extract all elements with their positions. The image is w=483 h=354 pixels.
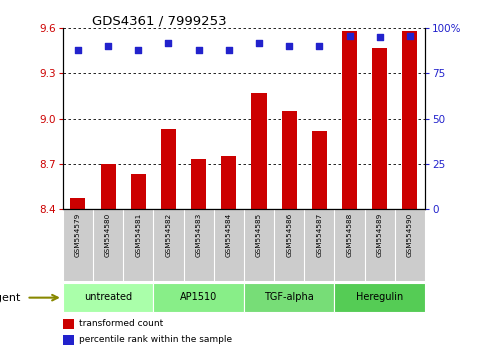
- Text: GSM554590: GSM554590: [407, 213, 413, 257]
- Bar: [221, 156, 236, 209]
- Bar: [131, 174, 146, 209]
- Text: Heregulin: Heregulin: [356, 292, 403, 302]
- Text: GSM554580: GSM554580: [105, 213, 111, 257]
- Text: percentile rank within the sample: percentile rank within the sample: [79, 335, 232, 344]
- Point: [315, 44, 323, 49]
- Point: [346, 33, 354, 38]
- Bar: [154, 283, 244, 313]
- Point: [406, 33, 414, 38]
- Bar: [312, 131, 327, 209]
- Point: [255, 40, 263, 46]
- Bar: [342, 32, 357, 209]
- Text: GSM554585: GSM554585: [256, 213, 262, 257]
- Text: AP1510: AP1510: [180, 292, 217, 302]
- Text: TGF-alpha: TGF-alpha: [264, 292, 314, 302]
- Text: GSM554584: GSM554584: [226, 213, 232, 257]
- Text: GSM554586: GSM554586: [286, 213, 292, 257]
- Text: GSM554579: GSM554579: [75, 213, 81, 257]
- Bar: [63, 283, 154, 313]
- Bar: [71, 199, 85, 209]
- Bar: [252, 93, 267, 209]
- Text: agent: agent: [0, 293, 20, 303]
- Text: GSM554587: GSM554587: [316, 213, 322, 257]
- Text: GSM554582: GSM554582: [166, 213, 171, 257]
- Text: GSM554588: GSM554588: [347, 213, 353, 257]
- Point: [165, 40, 172, 46]
- Point: [195, 47, 202, 53]
- Point: [104, 44, 112, 49]
- Bar: [63, 336, 73, 345]
- Bar: [161, 129, 176, 209]
- Point: [376, 35, 384, 40]
- Bar: [402, 32, 417, 209]
- Text: transformed count: transformed count: [79, 319, 163, 328]
- Point: [285, 44, 293, 49]
- Point: [225, 47, 233, 53]
- Bar: [334, 283, 425, 313]
- Bar: [63, 319, 73, 329]
- Text: GSM554589: GSM554589: [377, 213, 383, 257]
- Text: GDS4361 / 7999253: GDS4361 / 7999253: [92, 14, 227, 27]
- Bar: [100, 164, 115, 209]
- Text: GSM554583: GSM554583: [196, 213, 201, 257]
- Bar: [191, 159, 206, 209]
- Point: [74, 47, 82, 53]
- Bar: [372, 48, 387, 209]
- Bar: [244, 283, 334, 313]
- Text: untreated: untreated: [84, 292, 132, 302]
- Text: GSM554581: GSM554581: [135, 213, 141, 257]
- Bar: [282, 111, 297, 209]
- Point: [134, 47, 142, 53]
